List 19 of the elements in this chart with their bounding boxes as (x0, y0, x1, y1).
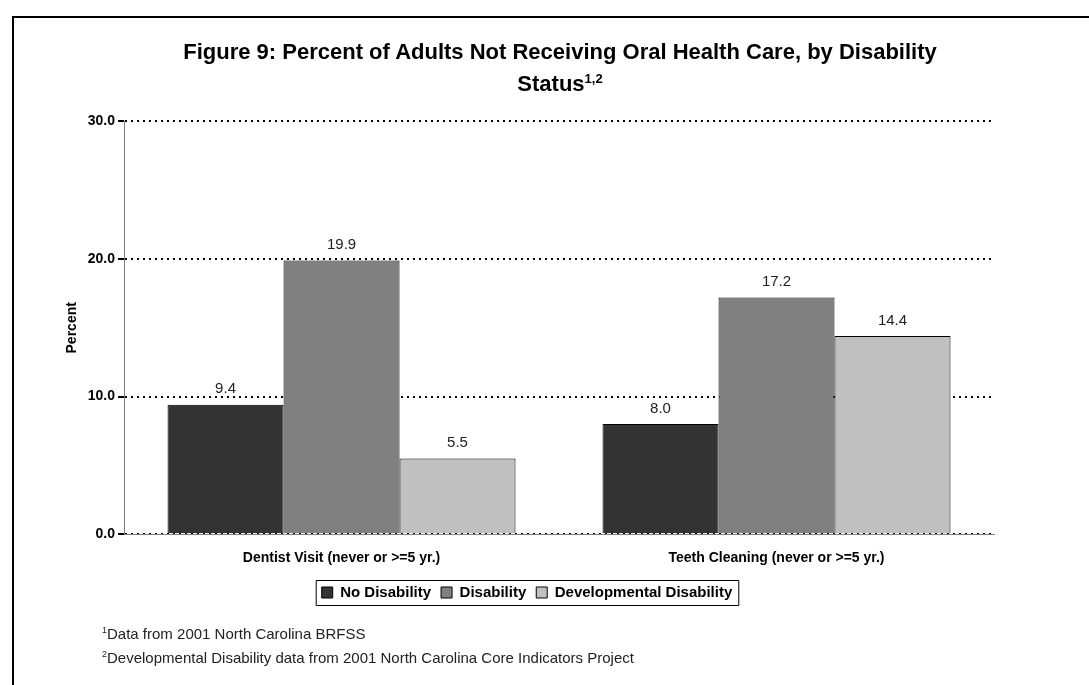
x-tick-label: Teeth Cleaning (never or >=5 yr.) (668, 549, 885, 566)
data-label: 5.5 (447, 433, 468, 451)
legend-label: Developmental Disability (554, 582, 733, 600)
y-tick-label: 0.0 (95, 525, 116, 542)
text: $^{2}$Developmental Disability data from 2001 North Carolina Core Indicators Project (102, 648, 634, 668)
y-axis-title: Percent (63, 301, 80, 354)
legend-label: No Disability (340, 582, 432, 600)
data-label: 9.4 (215, 379, 236, 397)
x-tick-label: Dentist Visit (never or >=5 yr.) (242, 549, 441, 566)
y-tick-label: 20.0 (87, 249, 116, 266)
y-tick-label: 10.0 (87, 387, 116, 404)
y-tick-label: 30.0 (87, 112, 116, 129)
data-label: 19.9 (326, 235, 357, 253)
data-label: 17.2 (761, 272, 792, 290)
text: $^{1}$Data from 2001 North Carolina BRFSS (102, 624, 367, 644)
data-label: 14.4 (877, 310, 908, 328)
legend-label: Disability (459, 582, 527, 600)
data-label: 8.0 (650, 398, 671, 416)
chart-title: Figure 9: Percent of Adults Not Receiving Oral Health Care, by Disability Status$^{1,2}$ (182, 38, 938, 98)
